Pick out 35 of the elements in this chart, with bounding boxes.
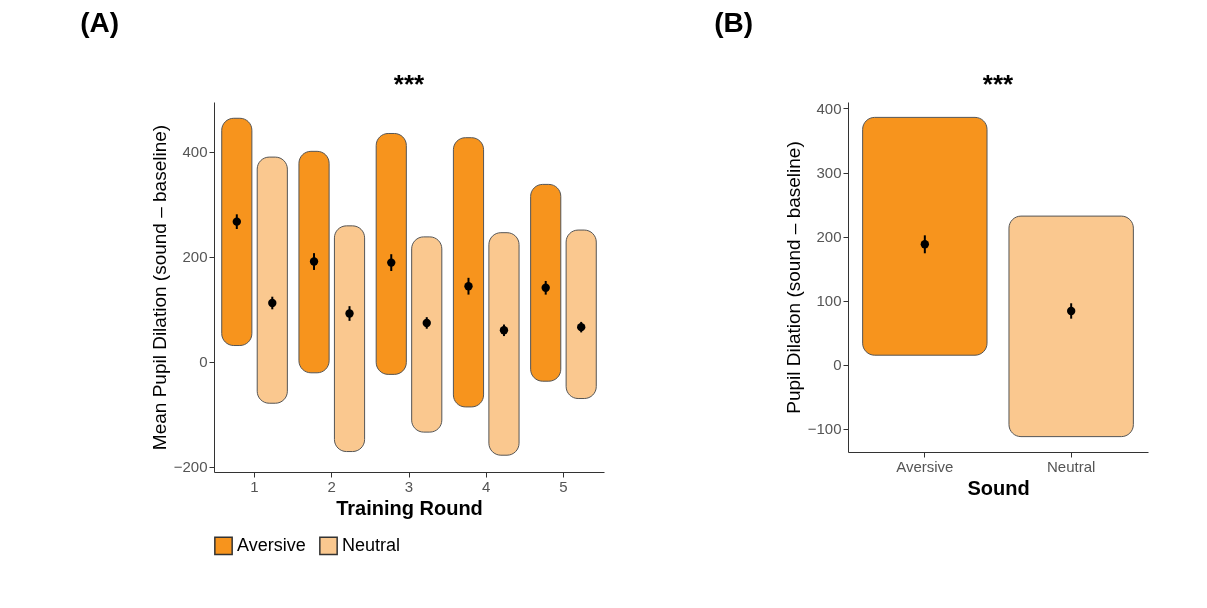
- bar: [452, 137, 485, 408]
- bar: [298, 150, 330, 374]
- y-tick-label: 200: [816, 228, 842, 246]
- text: ***: [393, 69, 426, 99]
- y-tick-label: −200: [173, 458, 208, 476]
- y-axis-title: Pupil Dilation (sound – baseline): [782, 141, 804, 414]
- chart-title: (B): [714, 7, 754, 38]
- bar: [411, 236, 443, 433]
- legend-label: Neutral: [342, 534, 401, 555]
- legend-label: Aversive: [237, 534, 306, 555]
- x-tick-label: 4: [482, 477, 491, 495]
- y-tick-label: 400: [816, 99, 842, 117]
- y-tick-label: 400: [182, 143, 208, 161]
- bar: [565, 229, 597, 400]
- x-axis-title: Training Round: [336, 496, 483, 519]
- chart-title: (A): [80, 7, 120, 38]
- bar: [221, 117, 253, 347]
- bar: [530, 183, 562, 382]
- y-tick-label: 100: [816, 292, 842, 310]
- y-tick-label: 300: [816, 164, 842, 182]
- text: ***: [982, 69, 1015, 99]
- y-tick-label: 0: [199, 353, 208, 371]
- x-tick-label: 1: [250, 477, 259, 495]
- x-axis-title: Sound: [967, 476, 1030, 499]
- x-tick-label: 3: [404, 477, 414, 495]
- x-tick-label: 5: [559, 477, 568, 495]
- bar: [333, 225, 366, 453]
- y-tick-label: 0: [833, 356, 842, 374]
- y-tick-label: 200: [182, 248, 208, 266]
- x-tick-label: 2: [327, 477, 336, 495]
- bar: [256, 156, 288, 404]
- y-tick-label: −100: [807, 420, 842, 438]
- bar: [375, 132, 407, 375]
- y-axis-title: Mean Pupil Dilation (sound – baseline): [148, 124, 170, 451]
- bar: [488, 232, 520, 456]
